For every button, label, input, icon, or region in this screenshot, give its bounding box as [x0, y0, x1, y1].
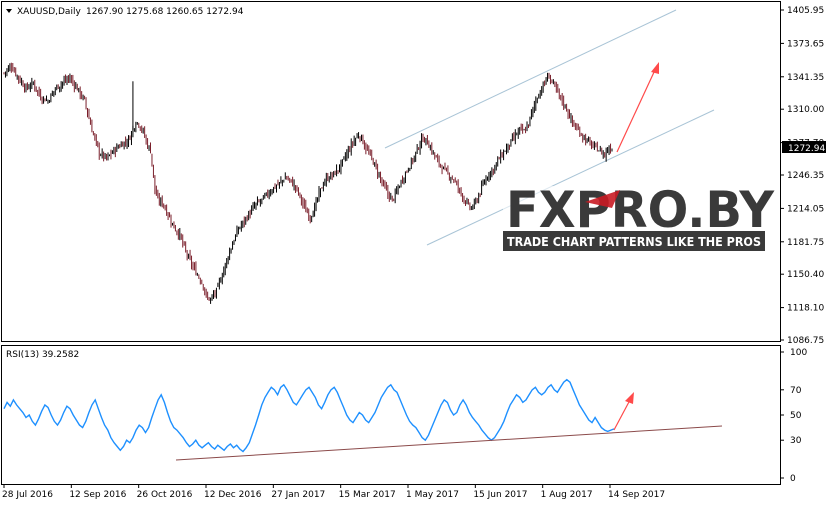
- date-tick-label: 28 Jul 2016: [2, 490, 53, 500]
- date-tick-label: 12 Sep 2016: [69, 490, 126, 500]
- price-tick-label: 1310.00: [787, 105, 824, 115]
- current-price-marker: 1272.94: [782, 141, 826, 154]
- price-axis: 1405.951373.651341.351310.001277.701246.…: [780, 6, 824, 346]
- date-axis: 28 Jul 2016 12 Sep 2016 26 Oct 2016 12 Dec …: [2, 484, 665, 500]
- date-tick-label: 15 Jun 2017: [473, 490, 527, 500]
- rsi-tick-label: 70: [790, 386, 802, 396]
- price-tick-label: 1405.95: [787, 6, 824, 16]
- candlestick-series: [3, 62, 613, 304]
- rsi-title: RSI(13) 39.2582: [6, 350, 79, 360]
- date-tick-label: 1 May 2017: [406, 490, 459, 500]
- date-tick-label: 12 Dec 2016: [204, 490, 262, 500]
- price-tick-label: 1373.65: [787, 39, 824, 49]
- rsi-axis: 100 70 50 30 0: [780, 348, 807, 484]
- price-tick-label: 1181.75: [787, 238, 824, 248]
- rsi-line: [3, 378, 615, 453]
- price-tick-label: 1150.40: [787, 270, 824, 280]
- date-tick-label: 26 Oct 2016: [137, 490, 193, 500]
- price-tick-label: 1341.35: [787, 73, 824, 83]
- price-pane-frame: [1, 1, 781, 342]
- rsi-trendline: [175, 425, 723, 461]
- current-price-label: 1272.94: [788, 144, 825, 154]
- date-tick-label: 14 Sep 2017: [608, 490, 665, 500]
- rsi-tick-label: 50: [790, 411, 802, 421]
- rsi-tick-label: 30: [790, 436, 802, 446]
- dropdown-triangle-icon: [6, 9, 12, 13]
- date-tick-label: 1 Aug 2017: [541, 490, 593, 500]
- projection-arrow-price: [616, 62, 659, 153]
- price-tick-label: 1246.35: [787, 171, 824, 181]
- price-header: XAUUSD,Daily 1267.90 1275.68 1260.65 127…: [6, 7, 244, 17]
- channel-lower-line: [426, 109, 715, 246]
- projection-arrow-rsi: [613, 392, 634, 431]
- rsi-tick-label: 0: [790, 474, 796, 484]
- price-tick-label: 1086.75: [787, 336, 824, 346]
- price-tick-label: 1118.10: [787, 304, 824, 314]
- svg-text:TRADE CHART PATTERNS LIKE THE: TRADE CHART PATTERNS LIKE THE PROS: [507, 235, 761, 249]
- fxpro-watermark-logo: FXPRO.BY TRADE CHART PATTERNS LIKE THE P…: [503, 181, 775, 251]
- ohlc-label: 1267.90 1275.68 1260.65 1272.94: [86, 7, 244, 17]
- symbol-title: XAUUSD,Daily: [17, 7, 81, 17]
- rsi-tick-label: 100: [790, 348, 807, 358]
- date-tick-label: 27 Jan 2017: [271, 490, 325, 500]
- price-tick-label: 1214.05: [787, 204, 824, 214]
- svg-text:FXPRO.BY: FXPRO.BY: [506, 181, 775, 239]
- channel-upper-line: [384, 9, 677, 149]
- rsi-pane-frame: [1, 345, 781, 485]
- date-tick-label: 15 Mar 2017: [339, 490, 396, 500]
